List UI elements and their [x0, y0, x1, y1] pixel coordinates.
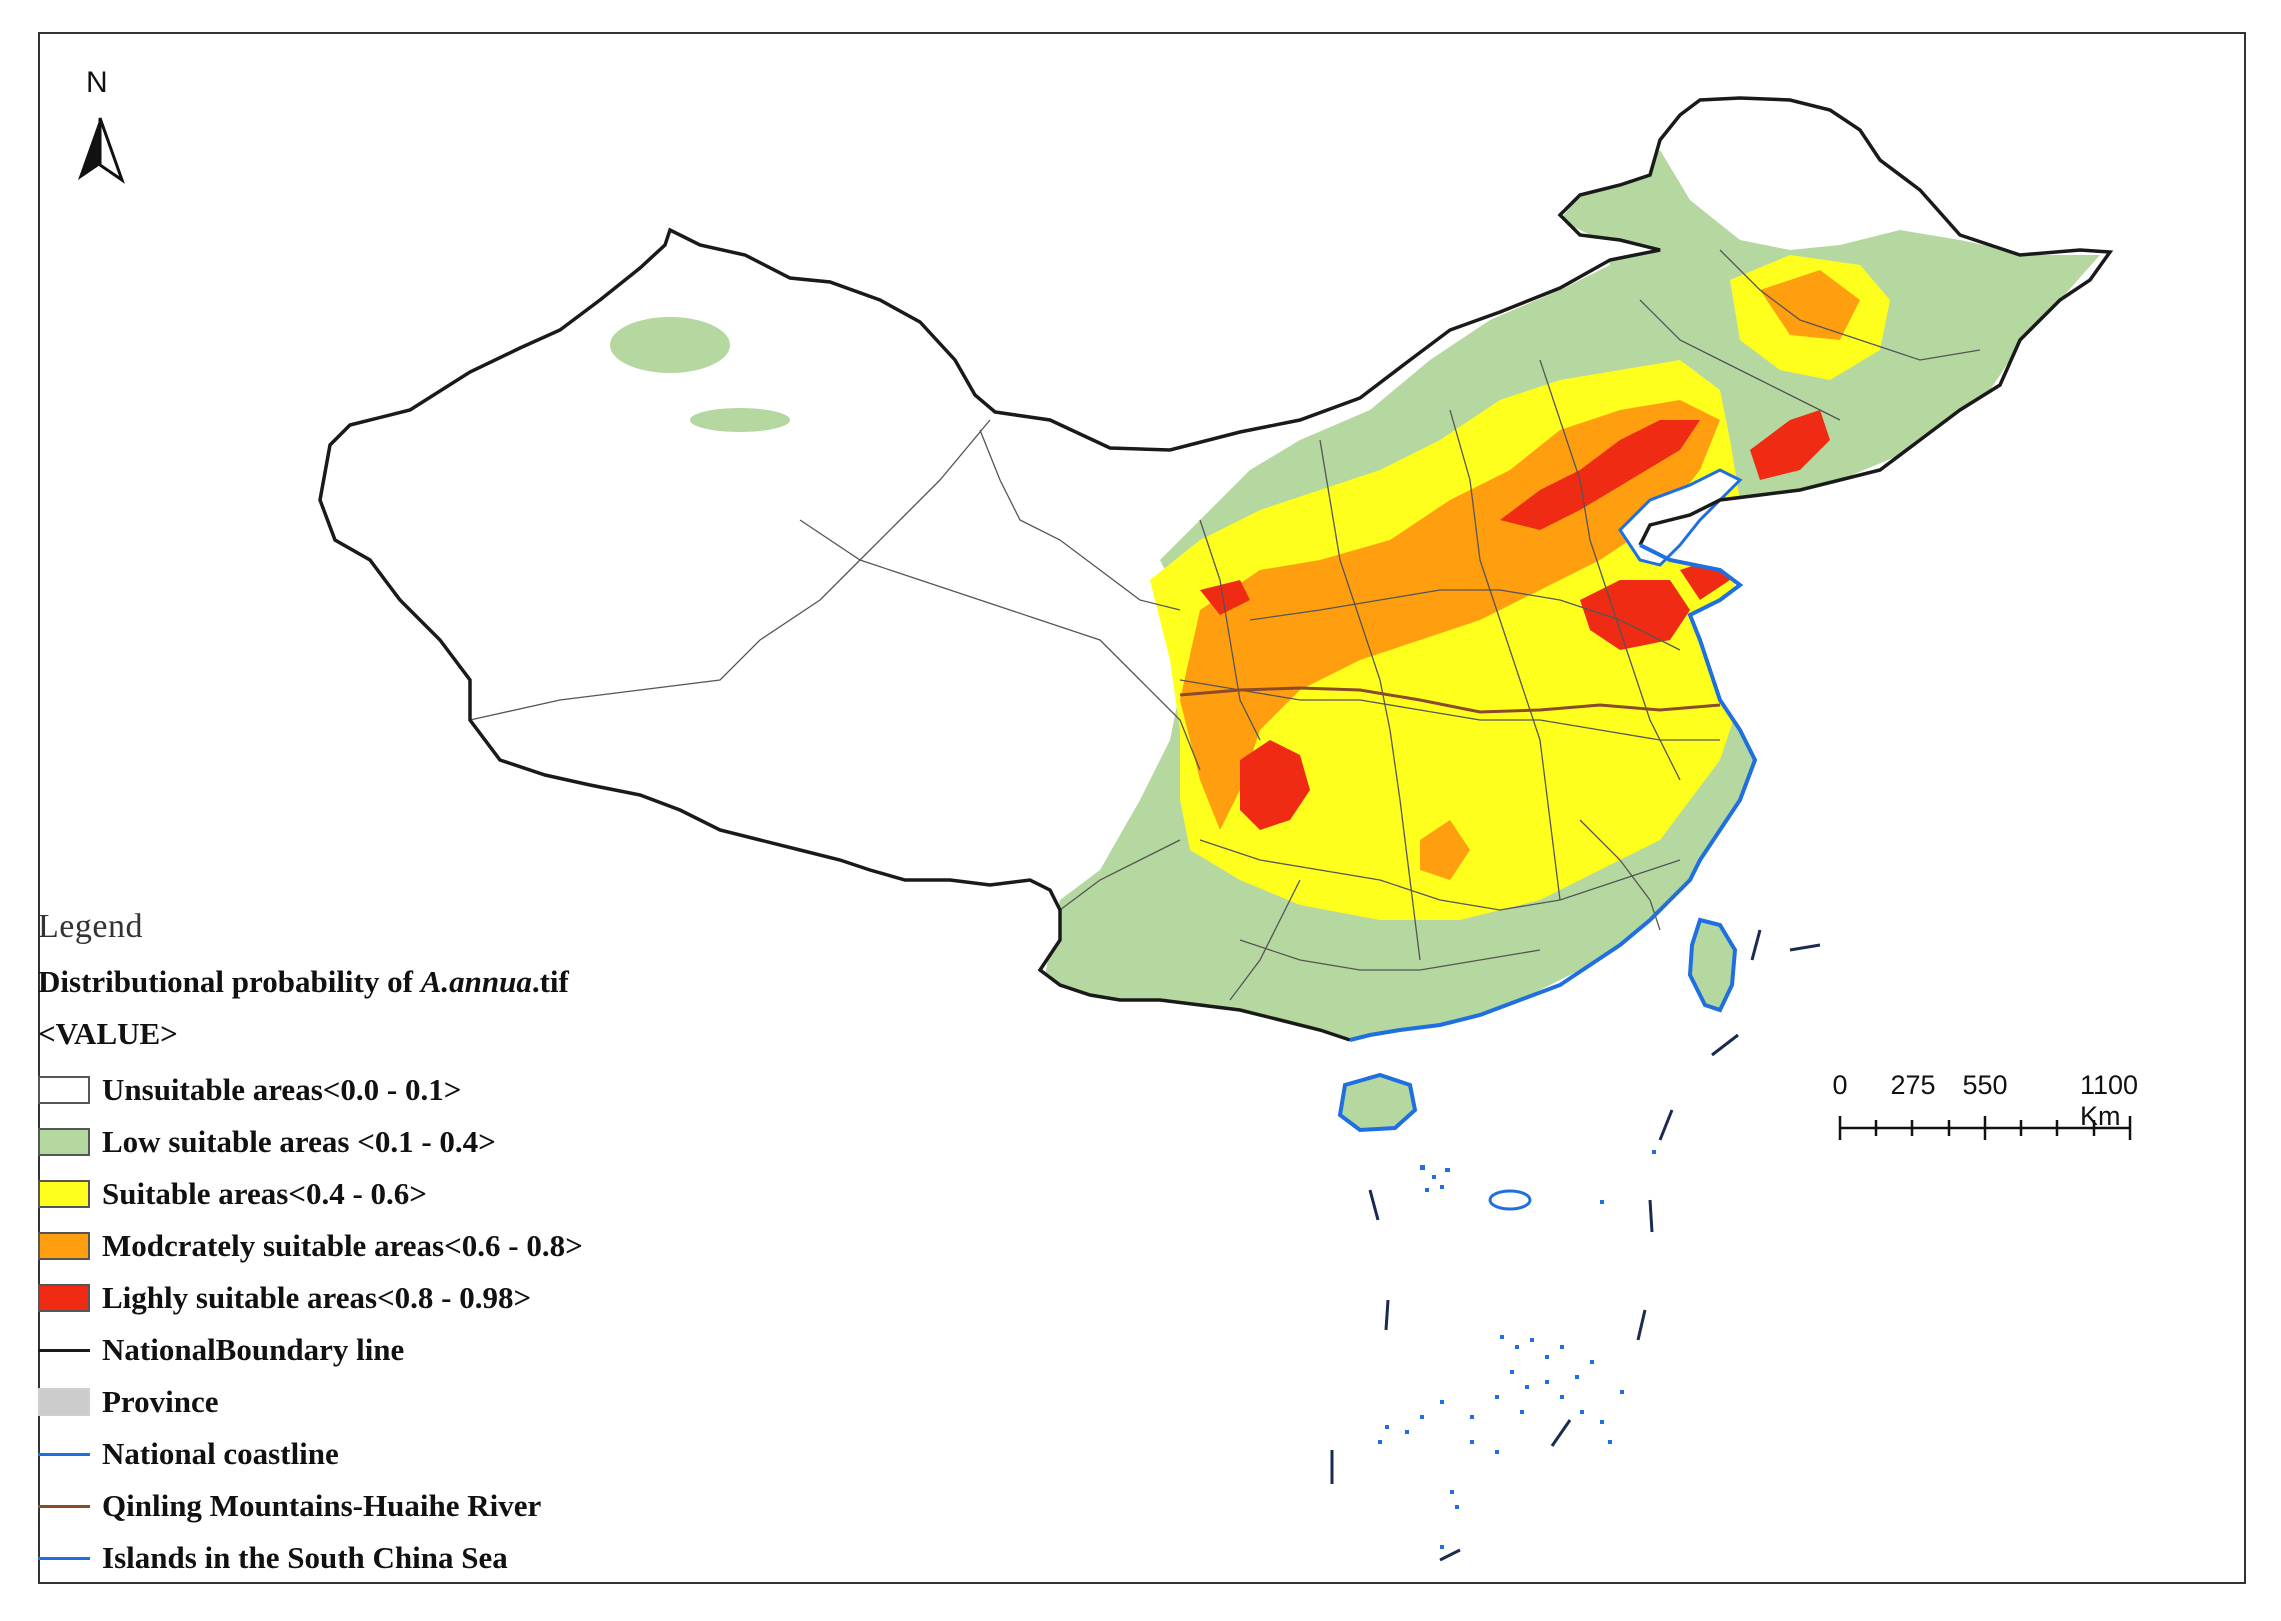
scale-label-1100: 1100 Km — [2080, 1070, 2139, 1131]
national-coastline — [1349, 543, 1758, 1042]
legend-swatch — [38, 1180, 90, 1208]
legend: Legend Distributional probability of A.a… — [38, 908, 758, 1584]
legend-item: National coastline — [38, 1428, 758, 1480]
legend-item: Islands in the South China Sea — [38, 1532, 758, 1584]
legend-swatch — [38, 1284, 90, 1312]
legend-swatch — [38, 1076, 90, 1104]
legend-label: Qinling Mountains-Huaihe River — [102, 1488, 542, 1523]
south-china-sea-islands — [1330, 929, 1821, 1562]
legend-swatch — [38, 1544, 90, 1572]
legend-swatch — [38, 1232, 90, 1260]
scale-label-0: 0 — [1832, 1070, 1848, 1100]
legend-item: Low suitable areas <0.1 - 0.4> — [38, 1116, 758, 1168]
legend-swatch — [38, 1492, 90, 1520]
scale-bar-graphic — [1838, 1116, 2132, 1140]
north-arrow — [78, 117, 125, 184]
legend-entries: Unsuitable areas<0.0 - 0.1> Low suitable … — [38, 1064, 758, 1584]
legend-label: Suitable areas<0.4 - 0.6> — [102, 1176, 427, 1211]
legend-raster-name: Distributional probability of A.annua.ti… — [38, 960, 758, 1004]
legend-title: Legend — [38, 908, 143, 945]
legend-item: NationalBoundary line — [38, 1324, 758, 1376]
legend-label: Lighly suitable areas<0.8 - 0.98> — [102, 1280, 532, 1315]
legend-swatch — [38, 1388, 90, 1416]
legend-value-field: <VALUE> — [38, 1016, 178, 1051]
legend-item: Qinling Mountains-Huaihe River — [38, 1480, 758, 1532]
raster-prefix: Distributional probability of — [38, 964, 421, 999]
legend-swatch — [38, 1440, 90, 1468]
zone-highly — [1240, 740, 1310, 830]
legend-item: Lighly suitable areas<0.8 - 0.98> — [38, 1272, 758, 1324]
taiwan — [1687, 917, 1738, 1013]
legend-item: Modcrately suitable areas<0.6 - 0.8> — [38, 1220, 758, 1272]
legend-label: NationalBoundary line — [102, 1332, 405, 1367]
legend-swatch — [38, 1128, 90, 1156]
north-label: N — [86, 66, 108, 99]
national-boundary — [318, 96, 2114, 1042]
legend-label: National coastline — [102, 1436, 339, 1471]
scale-label-550: 550 — [1962, 1070, 2008, 1100]
legend-item: Suitable areas<0.4 - 0.6> — [38, 1168, 758, 1220]
zone-low-xinjiang — [610, 317, 730, 373]
scale-label-275: 275 — [1890, 1070, 1936, 1100]
raster-species: A.annua — [420, 964, 532, 999]
legend-item: Unsuitable areas<0.0 - 0.1> — [38, 1064, 758, 1116]
raster-suffix: .tif — [531, 964, 569, 999]
scale-bar: 0 275 550 1100 Km — [1830, 1070, 2230, 1150]
legend-label: Modcrately suitable areas<0.6 - 0.8> — [102, 1228, 583, 1263]
suitability-raster — [320, 98, 2110, 1040]
legend-swatch — [38, 1336, 90, 1364]
legend-item: Province — [38, 1376, 758, 1428]
legend-label: Islands in the South China Sea — [102, 1540, 508, 1575]
legend-label: Low suitable areas <0.1 - 0.4> — [102, 1124, 496, 1159]
legend-label: Province — [102, 1384, 219, 1419]
hainan — [1337, 1072, 1418, 1133]
legend-label: Unsuitable areas<0.0 - 0.1> — [102, 1072, 462, 1107]
qinling-huaihe-line — [1179, 686, 1721, 714]
